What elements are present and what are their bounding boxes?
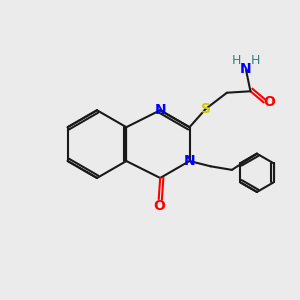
Text: N: N	[184, 154, 195, 168]
Text: N: N	[240, 61, 252, 76]
Text: H: H	[232, 54, 241, 67]
Text: S: S	[201, 102, 211, 116]
Text: O: O	[153, 199, 165, 213]
Text: H: H	[251, 54, 260, 67]
Text: O: O	[264, 95, 275, 110]
Text: N: N	[154, 103, 166, 117]
